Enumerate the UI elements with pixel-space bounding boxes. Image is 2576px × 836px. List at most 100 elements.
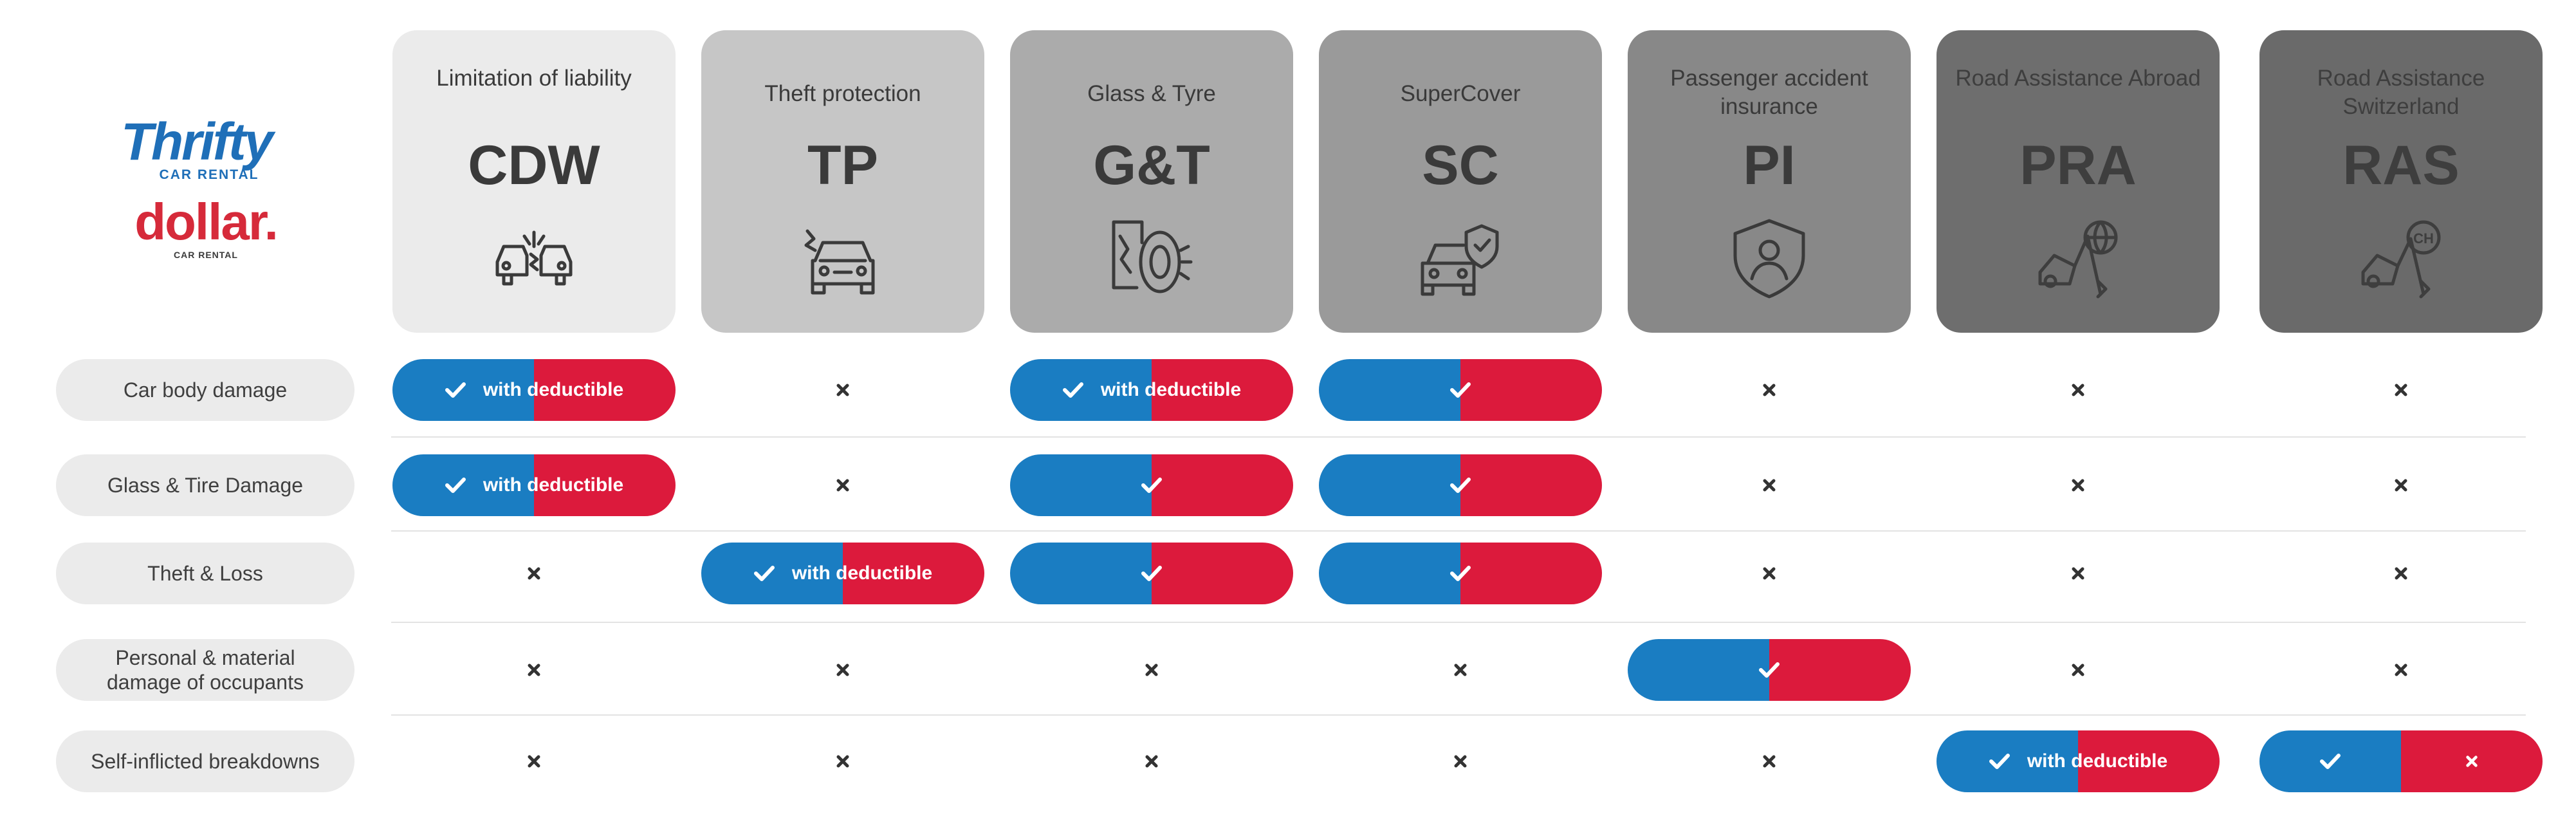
not-covered-cross-icon (392, 730, 676, 792)
deductible-label: with deductible (483, 474, 623, 496)
deductible-label-deductible: deductible (836, 562, 933, 584)
not-covered-cross-icon (2259, 543, 2543, 604)
column-abbreviation: TP (807, 135, 878, 196)
column-header-tp: Theft protection TP (701, 30, 984, 333)
thrifty-logo-subtitle: CAR RENTAL (159, 167, 259, 182)
check-icon (1062, 381, 1084, 399)
deductible-label-with: with (483, 379, 522, 400)
column-abbreviation: PRA (2019, 135, 2137, 196)
not-covered-cross-icon (1628, 543, 1911, 604)
deductible-label-deductible: deductible (1145, 379, 1242, 400)
not-covered-cross-icon (1319, 639, 1602, 701)
pill-content: with deductible (392, 359, 676, 421)
pill-content: with deductible (701, 543, 984, 604)
deductible-label: with deductible (483, 379, 623, 401)
check-icon (2259, 730, 2401, 792)
column-abbreviation: RAS (2342, 135, 2460, 196)
check-icon (1449, 564, 1471, 582)
column-header-ras: Road Assistance Switzerland RAS CH (2259, 30, 2543, 333)
fully-covered-pill (1319, 359, 1602, 421)
row-divider (391, 714, 2526, 716)
not-covered-cross-icon (701, 639, 984, 701)
deductible-label: with deductible (792, 562, 932, 584)
deductible-label-with: with (1100, 379, 1139, 400)
not-covered-cross-icon (392, 543, 676, 604)
check-icon (1449, 381, 1471, 399)
brand-logos: Thrifty CAR RENTAL dollar. CAR RENTAL (97, 97, 322, 290)
column-header-cdw: Limitation of liability CDW (392, 30, 676, 333)
column-header-pra: Road Assistance Abroad PRA (1937, 30, 2220, 333)
dollar-logo-subtitle: CAR RENTAL (174, 250, 238, 260)
row-label-text: Self-inflicted breakdowns (91, 750, 320, 773)
not-covered-cross-icon (1010, 730, 1293, 792)
not-covered-cross-icon (1937, 359, 2220, 421)
deductible-label-with: with (791, 562, 831, 584)
car-shield-icon (1419, 217, 1502, 301)
column-subtitle: Passenger accident insurance (1670, 66, 1868, 119)
deductible-label-deductible: deductible (527, 379, 624, 400)
svg-text:CH: CH (2413, 230, 2434, 246)
column-subtitle: Glass & Tyre (1087, 81, 1216, 106)
pill-content: with deductible (1010, 359, 1293, 421)
deductible-label-deductible: deductible (527, 474, 624, 496)
column-subtitle: SuperCover (1400, 81, 1521, 106)
fully-covered-pill (1010, 454, 1293, 516)
column-subtitle: Road Assistance Abroad (1955, 66, 2201, 91)
pill-content (1010, 454, 1293, 516)
not-covered-cross-icon (1628, 359, 1911, 421)
not-covered-cross-icon (2259, 359, 2543, 421)
row-divider (391, 622, 2526, 623)
check-icon (445, 381, 466, 399)
check-icon (1141, 476, 1163, 494)
covered-with-deductible-pill: with deductible (701, 543, 984, 604)
thrifty-logo: Thrifty (120, 113, 273, 171)
column-subtitle: Theft protection (764, 81, 921, 106)
cross-icon (2401, 730, 2543, 792)
row-label-text: Car body damage (123, 378, 288, 402)
not-covered-cross-icon (1010, 639, 1293, 701)
covered-with-deductible-pill: with deductible (392, 359, 676, 421)
pill-content: with deductible (1937, 730, 2220, 792)
tow-truck-ch-icon: CH (2359, 217, 2443, 301)
check-icon (1989, 752, 2010, 770)
deductible-label: with deductible (1101, 379, 1241, 401)
covered-with-deductible-pill: with deductible (1937, 730, 2220, 792)
pill-content (1319, 543, 1602, 604)
car-break-in-icon (801, 217, 885, 301)
column-abbreviation: PI (1743, 135, 1796, 196)
pill-content (1319, 359, 1602, 421)
not-covered-cross-icon (701, 359, 984, 421)
pill-content (1319, 454, 1602, 516)
deductible-label-with: with (2027, 750, 2066, 772)
row-label: Personal & material damage of occupants (56, 639, 354, 701)
not-covered-cross-icon (701, 730, 984, 792)
column-subtitle: Limitation of liability (436, 66, 632, 91)
person-shield-icon (1727, 217, 1811, 301)
fully-covered-pill (1319, 543, 1602, 604)
row-label: Glass & Tire Damage (56, 454, 354, 516)
deductible-label-deductible: deductible (2071, 750, 2168, 772)
row-label-text: Theft & Loss (147, 562, 263, 585)
check-icon (1449, 476, 1471, 494)
deductible-label-with: with (483, 474, 522, 496)
column-abbreviation: CDW (468, 135, 600, 196)
check-icon (1141, 564, 1163, 582)
not-covered-cross-icon (1937, 454, 2220, 516)
row-divider (391, 436, 2526, 438)
column-header-gandt: Glass & Tyre G&T (1010, 30, 1293, 333)
dollar-logo: dollar. (134, 193, 279, 250)
pill-content: with deductible (392, 454, 676, 516)
fully-covered-pill (1010, 543, 1293, 604)
not-covered-cross-icon (1628, 454, 1911, 516)
not-covered-cross-icon (2259, 454, 2543, 516)
column-abbreviation: SC (1422, 135, 1499, 196)
row-label-text: Personal & material damage of occupants (107, 646, 304, 694)
column-header-pi: Passenger accident insurance PI (1628, 30, 1911, 333)
pill-content (1010, 543, 1293, 604)
row-label: Car body damage (56, 359, 354, 421)
car-collision-icon (492, 217, 576, 301)
not-covered-cross-icon (1937, 639, 2220, 701)
column-abbreviation: G&T (1093, 135, 1210, 196)
covered-with-deductible-pill: with deductible (1010, 359, 1293, 421)
row-label: Theft & Loss (56, 543, 354, 604)
